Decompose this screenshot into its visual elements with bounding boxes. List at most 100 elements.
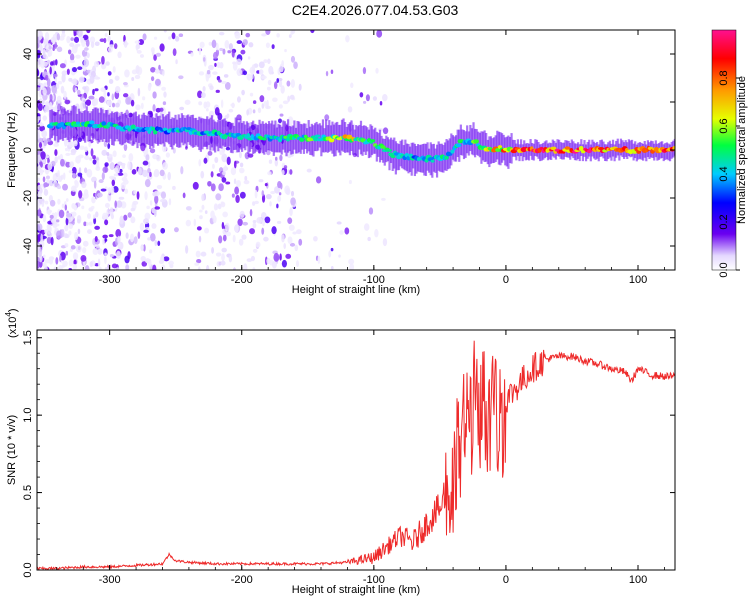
noise-dot	[86, 52, 90, 59]
noise-dot	[185, 206, 192, 211]
ridge-halo	[456, 129, 459, 158]
noise-dot	[44, 200, 49, 205]
noise-dot	[279, 154, 283, 162]
noise-dot	[66, 35, 71, 44]
ridge-halo	[597, 144, 600, 162]
noise-dot	[159, 255, 165, 265]
noise-dot	[102, 234, 108, 239]
noise-dot	[313, 235, 318, 242]
noise-dot	[261, 33, 267, 37]
noise-dot	[46, 232, 53, 238]
noise-dot	[74, 180, 79, 188]
noise-dot	[215, 89, 220, 93]
noise-dot	[200, 170, 205, 179]
noise-dot	[115, 229, 122, 238]
noise-dot	[42, 49, 46, 55]
noise-dot	[77, 228, 81, 235]
noise-dot	[117, 235, 121, 244]
noise-dot	[228, 43, 233, 50]
ridge-halo	[521, 144, 524, 162]
noise-dot	[37, 256, 40, 263]
noise-dot	[125, 264, 130, 270]
noise-dot	[73, 259, 77, 265]
spectrogram-x-ticks: -300 -200 -100 0 100	[56, 30, 665, 286]
noise-dot	[194, 262, 200, 266]
noise-dot	[208, 41, 213, 46]
noise-dot	[122, 154, 126, 158]
noise-dot	[68, 141, 75, 148]
noise-dot	[222, 48, 226, 55]
noise-dot	[268, 159, 273, 164]
noise-dot	[49, 105, 53, 110]
noise-dot	[56, 185, 62, 190]
noise-dot	[80, 37, 85, 42]
noise-dot	[293, 61, 298, 70]
noise-dot	[154, 239, 158, 247]
noise-dot	[74, 231, 79, 241]
noise-dot	[84, 265, 90, 270]
noise-dot	[131, 76, 135, 81]
noise-dot	[133, 189, 137, 195]
noise-dot	[135, 44, 139, 51]
ridge-point	[246, 133, 251, 138]
noise-dot	[109, 208, 114, 217]
noise-dot	[105, 61, 110, 66]
ridge-halo	[245, 121, 248, 147]
noise-dot	[110, 186, 115, 195]
noise-dot	[221, 253, 225, 262]
noise-dot	[144, 212, 151, 220]
noise-dot	[178, 75, 184, 80]
noise-dot	[215, 193, 222, 201]
noise-dot	[221, 221, 225, 230]
noise-dot	[216, 75, 221, 81]
noise-dot	[167, 171, 171, 181]
noise-dot	[154, 78, 161, 86]
snr-panel: -300 -200 -100 0 100 0.0 0.5 1.0 1.5 Height of …	[4, 308, 676, 596]
ridge-halo	[328, 120, 331, 152]
noise-dot	[325, 70, 329, 77]
noise-dot	[127, 161, 131, 170]
noise-dot	[74, 87, 78, 92]
noise-dot	[37, 234, 41, 243]
noise-dot	[381, 197, 386, 201]
noise-dot	[282, 100, 289, 105]
noise-dot	[54, 156, 58, 164]
noise-dot	[40, 151, 46, 160]
noise-dot	[65, 152, 71, 156]
noise-dot	[240, 49, 246, 55]
noise-dot	[236, 96, 241, 103]
noise-dot	[289, 94, 295, 100]
noise-dot	[77, 66, 83, 71]
noise-dot	[209, 85, 214, 91]
noise-dot	[278, 79, 283, 88]
noise-dot	[149, 171, 152, 178]
noise-dot	[221, 80, 227, 85]
noise-dot	[344, 227, 350, 235]
noise-dot	[249, 228, 255, 235]
noise-dot	[103, 89, 107, 98]
noise-dot	[290, 190, 295, 197]
noise-dot	[216, 61, 221, 69]
noise-dot	[212, 71, 218, 75]
ridge-halo	[539, 144, 542, 162]
noise-dot	[68, 230, 72, 236]
noise-dot	[234, 224, 239, 233]
noise-dot	[79, 145, 85, 150]
noise-dot	[221, 153, 228, 163]
ridge-halo	[179, 117, 182, 148]
noise-dot	[146, 205, 150, 210]
noise-dot	[95, 157, 99, 161]
noise-dot	[249, 92, 254, 97]
ridge-halo	[74, 106, 77, 137]
noise-dot	[285, 253, 292, 259]
noise-dot	[85, 99, 92, 106]
noise-dot	[43, 82, 47, 87]
ridge-halo	[312, 125, 315, 157]
noise-dot	[40, 58, 43, 66]
ridge-halo	[367, 129, 371, 159]
ridge-halo	[534, 139, 537, 156]
spectrogram-noise	[37, 30, 389, 270]
noise-dot	[42, 159, 46, 164]
noise-dot	[174, 227, 179, 233]
